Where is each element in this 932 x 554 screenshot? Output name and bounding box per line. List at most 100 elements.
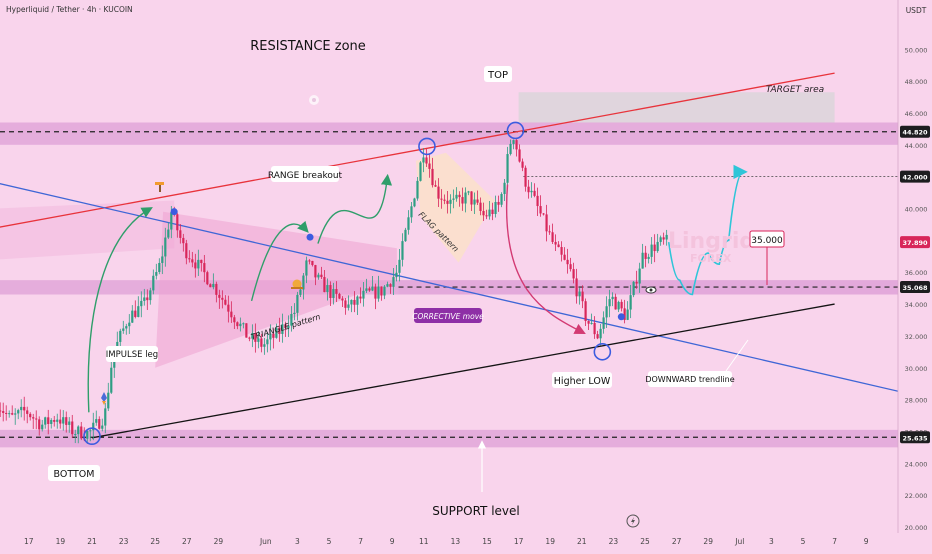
candle-149 <box>443 194 446 205</box>
price-box-label: 35.000 <box>751 236 783 246</box>
y-price-tag-label-2: 37.890 <box>902 239 928 247</box>
range-breakout-label-bg <box>271 166 339 182</box>
pivot-dot-0 <box>170 208 178 216</box>
candle-111 <box>329 281 332 306</box>
candle-65 <box>191 251 194 268</box>
candle-144 <box>428 153 431 178</box>
candle-117 <box>347 295 350 311</box>
candle-199 <box>593 316 596 339</box>
bottom-label-bg <box>48 465 100 481</box>
chart-symbol-title: Hyperliquid / Tether · 4h · KUCOIN <box>6 5 133 14</box>
candle-75 <box>221 290 224 309</box>
y-price-tag-2 <box>900 236 930 249</box>
candle-84 <box>248 336 251 342</box>
y-tick-12: 44.000 <box>905 142 928 150</box>
candle-156 <box>464 187 467 213</box>
candle-185 <box>551 223 554 245</box>
y-tick-0: 20.000 <box>905 524 928 532</box>
candles-layer <box>0 139 668 444</box>
impulse-wedge-area <box>0 200 175 260</box>
x-tick-17: 21 <box>577 537 587 546</box>
flag-pattern-area <box>415 152 495 263</box>
y-tick-15: 50.000 <box>905 46 928 54</box>
candle-152 <box>452 189 455 209</box>
candle-60 <box>176 212 179 238</box>
x-tick-0: 17 <box>24 537 34 546</box>
candle-216 <box>644 245 647 268</box>
candle-162 <box>482 202 485 222</box>
candle-140 <box>416 177 419 201</box>
y-price-tag-label-1: 42.000 <box>902 174 928 182</box>
x-tick-26: 9 <box>864 537 869 546</box>
candle-208 <box>620 299 623 312</box>
candle-52 <box>152 269 155 295</box>
candle-121 <box>359 287 362 304</box>
candle-128 <box>380 286 383 301</box>
x-tick-4: 25 <box>150 537 160 546</box>
pivot-top-left <box>418 137 436 156</box>
y-price-tag-1 <box>900 170 930 183</box>
candle-126 <box>374 283 377 310</box>
candle-74 <box>218 289 221 309</box>
candle-217 <box>647 253 650 264</box>
candle-222 <box>662 232 665 245</box>
candle-134 <box>398 249 401 282</box>
candle-210 <box>626 301 629 321</box>
impulse-leg-label: IMPULSE leg <box>106 350 158 360</box>
higher-low-label: Higher LOW <box>554 376 611 387</box>
candle-118 <box>350 299 353 313</box>
candle-160 <box>476 190 479 205</box>
candle-32 <box>92 412 95 441</box>
candle-85 <box>251 324 254 348</box>
y-tick-7: 34.000 <box>905 301 928 309</box>
candle-80 <box>236 321 239 330</box>
candle-223 <box>665 229 668 246</box>
candle-186 <box>554 234 557 251</box>
pivots-layer <box>83 121 625 446</box>
candle-169 <box>503 179 506 202</box>
candle-25 <box>71 414 74 439</box>
watermark-sub: FOREX <box>690 252 732 265</box>
candle-2 <box>2 402 5 422</box>
candle-34 <box>98 416 101 430</box>
candle-146 <box>434 180 437 187</box>
candle-158 <box>470 191 473 211</box>
candle-66 <box>194 253 197 278</box>
candle-7 <box>17 408 20 420</box>
x-axis[interactable]: 17 19 21 23 25 27 29 Jun 3 5 7 9 11 13 15 17 19 21 23 25 27 2… <box>0 533 898 550</box>
candle-120 <box>356 295 359 316</box>
candle-37 <box>107 382 110 412</box>
candle-15 <box>41 419 44 432</box>
y-price-tag-label-4: 25.635 <box>902 434 928 442</box>
y-tick-14: 48.000 <box>905 78 928 86</box>
top-label: TOP <box>487 70 508 81</box>
x-tick-12: 11 <box>419 537 429 546</box>
y-axis[interactable]: 20.00022.00024.00026.00028.00030.00032.0… <box>897 0 932 550</box>
candle-45 <box>131 305 134 324</box>
candle-174 <box>518 144 521 163</box>
candle-150 <box>446 190 449 214</box>
snail-icon <box>291 279 303 289</box>
candle-190 <box>566 248 569 274</box>
top-label-bg <box>484 66 512 82</box>
candle-218 <box>650 237 653 264</box>
y-tick-8: 36.000 <box>905 269 928 277</box>
y-price-tag-3 <box>900 281 930 294</box>
target-area-label: TARGET area <box>766 85 824 95</box>
candle-70 <box>206 270 209 286</box>
downward-trendline <box>0 183 914 396</box>
candle-183 <box>545 204 548 242</box>
candle-33 <box>95 410 98 426</box>
candle-106 <box>314 264 317 286</box>
x-tick-13: 13 <box>451 537 461 546</box>
candle-90 <box>266 332 269 353</box>
candle-36 <box>104 402 107 434</box>
candle-132 <box>392 268 395 295</box>
x-tick-22: Jul <box>734 537 744 546</box>
candle-71 <box>209 283 212 288</box>
candle-167 <box>497 195 500 212</box>
flash-icon[interactable] <box>626 514 640 528</box>
resistance-trendline <box>0 72 835 228</box>
